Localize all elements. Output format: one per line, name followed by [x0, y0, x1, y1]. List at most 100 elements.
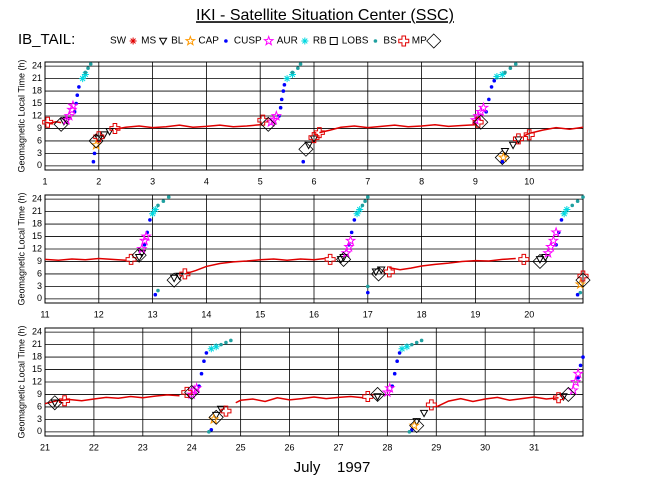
- data-point: [366, 195, 370, 199]
- data-point: [572, 367, 584, 379]
- data-point: [156, 288, 160, 293]
- y-tick-label: 0: [37, 160, 42, 170]
- data-point: [179, 268, 191, 280]
- data-point: [403, 343, 411, 351]
- data-point: [88, 62, 93, 66]
- data-point: [560, 210, 568, 218]
- data-point: [497, 151, 510, 163]
- data-point: [281, 89, 286, 93]
- y-axis-label: Geomagnetic Local Time (h): [16, 192, 26, 305]
- y-tick-label: 3: [37, 414, 42, 424]
- data-point: [308, 132, 320, 144]
- data-point: [419, 409, 429, 418]
- y-tick-label: 9: [37, 256, 42, 266]
- data-point: [503, 70, 507, 75]
- legend-label: SW: [110, 36, 127, 47]
- data-point: [79, 75, 87, 83]
- x-tick-label: 18: [417, 309, 427, 319]
- y-tick-label: 24: [32, 194, 42, 204]
- x-tick-label: 26: [285, 442, 295, 452]
- data-point: [472, 116, 484, 128]
- data-point: [224, 340, 228, 345]
- data-point: [407, 430, 412, 434]
- data-point: [550, 226, 562, 238]
- chart-title: IKI - Satellite Situation Center (SSC): [196, 7, 454, 24]
- data-point: [166, 195, 171, 199]
- data-point: [366, 284, 370, 289]
- x-tick-label: 22: [89, 442, 99, 452]
- y-tick-label: 18: [32, 218, 42, 228]
- data-point: [360, 203, 365, 208]
- x-tick-label: 9: [473, 176, 478, 186]
- data-point: [559, 218, 564, 222]
- data-point: [512, 133, 524, 145]
- legend-label: AUR: [277, 36, 298, 47]
- x-tick-label: 3: [150, 176, 155, 186]
- x-tick-label: 11: [40, 309, 49, 319]
- data-point: [376, 266, 386, 275]
- data-point: [59, 395, 71, 407]
- x-tick-label: 21: [40, 442, 50, 452]
- data-point: [569, 375, 582, 387]
- x-tick-label: 13: [148, 309, 158, 319]
- data-point: [373, 393, 382, 402]
- data-point: [202, 359, 206, 364]
- y-tick-label: 0: [37, 426, 42, 436]
- legend-label: BL: [171, 36, 184, 47]
- y-tick-label: 6: [37, 135, 42, 145]
- y-tick-label: 24: [32, 327, 42, 337]
- x-tick-label: 16: [309, 309, 319, 319]
- data-point: [395, 359, 399, 364]
- data-point: [208, 413, 220, 425]
- data-point: [92, 151, 97, 156]
- data-point: [574, 278, 587, 290]
- data-point: [425, 399, 437, 411]
- y-tick-label: 3: [37, 148, 42, 158]
- legend-marker: [129, 37, 137, 45]
- y-tick-label: 12: [32, 243, 42, 253]
- data-point: [487, 97, 491, 102]
- data-point: [212, 343, 220, 351]
- data-point: [90, 139, 102, 150]
- subtitle: IB_TAIL:: [18, 31, 75, 48]
- x-tick-label: 30: [480, 442, 490, 452]
- data-point: [151, 206, 159, 214]
- data-point: [260, 116, 276, 132]
- x-tick-label: 14: [201, 309, 211, 319]
- y-tick-label: 18: [32, 351, 42, 361]
- x-tick-label: 8: [419, 176, 424, 186]
- legend-marker: [398, 35, 410, 47]
- data-point: [153, 292, 158, 297]
- x-tick-label: 23: [138, 442, 148, 452]
- data-point: [489, 85, 494, 89]
- legend-label: CAP: [198, 36, 219, 47]
- y-tick-label: 21: [32, 339, 42, 349]
- data-point: [410, 342, 414, 347]
- data-point: [419, 338, 424, 343]
- data-point: [208, 409, 224, 425]
- data-point: [199, 371, 204, 376]
- data-point: [532, 253, 548, 270]
- data-point: [370, 266, 387, 282]
- data-point: [156, 203, 160, 208]
- x-tick-label: 10: [524, 176, 534, 186]
- data-point: [559, 393, 568, 402]
- data-point: [570, 203, 575, 208]
- y-tick-label: 3: [37, 281, 42, 291]
- data-point: [383, 266, 395, 278]
- x-tick-label: 5: [258, 176, 263, 186]
- y-tick-label: 12: [32, 376, 42, 386]
- data-point: [336, 251, 352, 267]
- data-point: [131, 247, 147, 263]
- data-point: [42, 116, 54, 128]
- data-point: [508, 141, 518, 150]
- data-point: [498, 70, 506, 78]
- data-point: [371, 268, 381, 277]
- data-point: [313, 127, 325, 139]
- data-point: [581, 195, 585, 199]
- y-tick-label: 15: [32, 231, 42, 241]
- x-tick-label: 12: [94, 309, 104, 319]
- data-point: [414, 340, 419, 345]
- data-point: [473, 114, 489, 130]
- x-tick-label: 6: [311, 176, 316, 186]
